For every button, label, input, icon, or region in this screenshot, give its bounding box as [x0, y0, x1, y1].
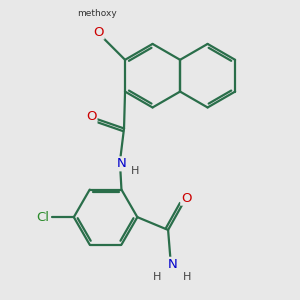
- Text: O: O: [86, 110, 97, 123]
- Text: N: N: [168, 258, 178, 271]
- Text: H: H: [183, 272, 191, 282]
- Text: H: H: [153, 272, 161, 282]
- Text: methoxy: methoxy: [77, 9, 117, 18]
- Text: H: H: [131, 166, 140, 176]
- Text: Cl: Cl: [37, 211, 50, 224]
- Text: O: O: [93, 26, 104, 39]
- Text: O: O: [181, 192, 192, 205]
- Text: N: N: [117, 157, 127, 170]
